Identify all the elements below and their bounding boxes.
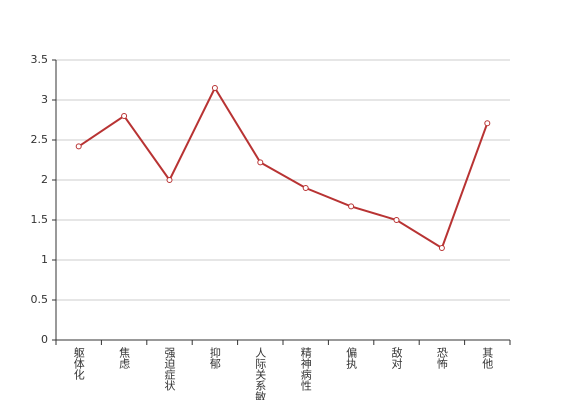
point (75, 143, 82, 150)
x-tick-label: 恐怖 (435, 347, 448, 369)
point (257, 159, 264, 166)
point (484, 120, 491, 127)
x-tick-label: 偏执 (345, 346, 358, 370)
x-tick-label: 敌对 (390, 346, 403, 369)
x-tick-label: 焦虑 (118, 347, 131, 369)
y-tick-label: 1 (41, 253, 48, 266)
y-tick-label: 1.5 (31, 213, 49, 226)
x-tick-label: 精神病性 (299, 347, 312, 392)
line (78, 85, 489, 250)
point (438, 245, 445, 251)
y-tick-label: 3 (41, 93, 48, 106)
y-tick-label: 0 (41, 333, 48, 346)
point (348, 203, 355, 210)
point (211, 85, 218, 91)
point (302, 185, 309, 191)
x-tick-label: 抑郁 (208, 346, 221, 369)
y-tick-label: 3.5 (31, 53, 49, 66)
point (166, 177, 173, 183)
x-tick-label: 躯体化 (72, 347, 85, 381)
point (393, 217, 400, 223)
x-tick-label: 人际关系敏感 (254, 347, 267, 400)
x-tick-label: 其他 (481, 347, 494, 369)
y-tick-label: 2.5 (31, 133, 49, 146)
point (121, 113, 128, 119)
y-tick-label: 0.5 (31, 293, 49, 306)
x-tick-label: 强迫症状 (163, 347, 176, 391)
y-tick-label: 2 (41, 173, 48, 186)
